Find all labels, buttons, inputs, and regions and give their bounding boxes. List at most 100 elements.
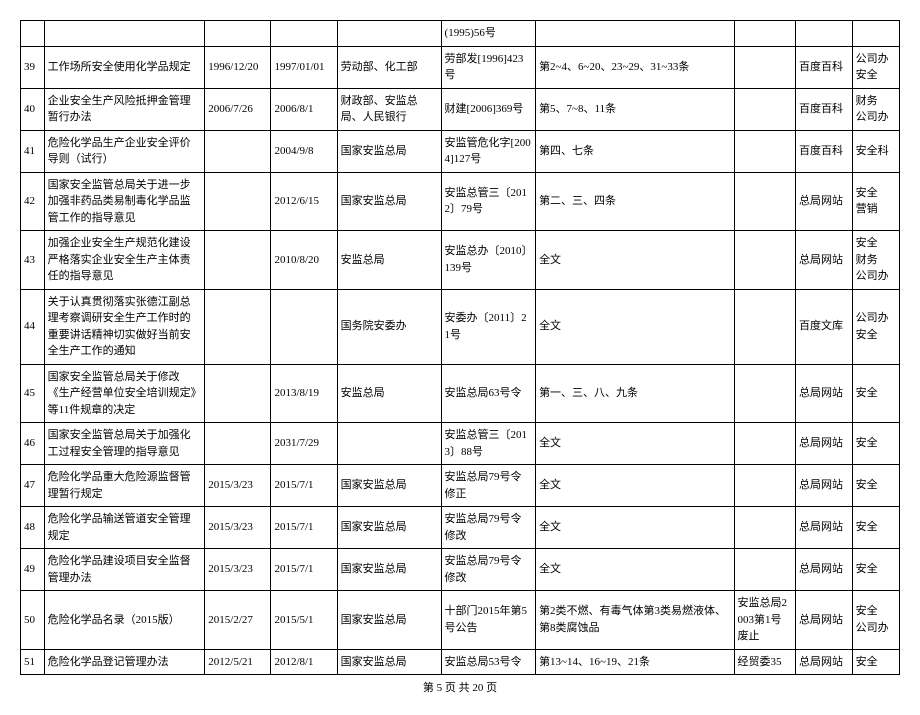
cell-d1: 2015/3/23	[205, 507, 271, 549]
cell-dept: 公司办安全	[852, 46, 899, 88]
cell-art: 第四、七条	[536, 130, 734, 172]
table-row: 49危险化学品建设项目安全监督管理办法2015/3/232015/7/1国家安监…	[21, 549, 900, 591]
cell-note	[734, 423, 795, 465]
cell-dept: 安全	[852, 364, 899, 423]
cell-num: 安监管危化字[2004]127号	[441, 130, 536, 172]
cell-dept: 安全	[852, 423, 899, 465]
cell-org: 国家安监总局	[337, 591, 441, 650]
cell-d2: 2012/8/1	[271, 649, 337, 675]
cell-d1: 2012/5/21	[205, 649, 271, 675]
cell-d1: 2015/3/23	[205, 465, 271, 507]
cell-name: 国家安全监管总局关于加强化工过程安全管理的指导意见	[44, 423, 205, 465]
cell-src: 总局网站	[795, 465, 852, 507]
table-row: (1995)56号	[21, 21, 900, 47]
cell-note	[734, 549, 795, 591]
cell-name: 危险化学品输送管道安全管理规定	[44, 507, 205, 549]
cell-name: 国家安全监管总局关于进一步加强非药品类易制毒化学品监管工作的指导意见	[44, 172, 205, 231]
cell-art: 第二、三、四条	[536, 172, 734, 231]
cell-name: 加强企业安全生产规范化建设严格落实企业安全生产主体责任的指导意见	[44, 231, 205, 290]
cell-note	[734, 130, 795, 172]
cell-name	[44, 21, 205, 47]
cell-num: 安监总管三〔2012〕79号	[441, 172, 536, 231]
table-row: 50危险化学品名录（2015版）2015/2/272015/5/1国家安监总局十…	[21, 591, 900, 650]
cell-dept: 安全科	[852, 130, 899, 172]
cell-num: 安监总局79号令修改	[441, 549, 536, 591]
cell-dept: 安全财务公司办	[852, 231, 899, 290]
cell-num: 财建[2006]369号	[441, 88, 536, 130]
cell-org: 国务院安委办	[337, 289, 441, 364]
cell-src: 总局网站	[795, 364, 852, 423]
cell-dept: 安全	[852, 465, 899, 507]
cell-name: 危险化学品生产企业安全评价导则（试行）	[44, 130, 205, 172]
table-row: 40企业安全生产风险抵押金管理暂行办法2006/7/262006/8/1财政部、…	[21, 88, 900, 130]
cell-org: 安监总局	[337, 231, 441, 290]
cell-src: 总局网站	[795, 649, 852, 675]
cell-num: (1995)56号	[441, 21, 536, 47]
cell-idx: 51	[21, 649, 45, 675]
cell-d1	[205, 364, 271, 423]
table-row: 39工作场所安全使用化学品规定1996/12/201997/01/01劳动部、化…	[21, 46, 900, 88]
cell-d2: 2031/7/29	[271, 423, 337, 465]
cell-d2: 2006/8/1	[271, 88, 337, 130]
cell-num: 十部门2015年第5号公告	[441, 591, 536, 650]
cell-d2: 2015/5/1	[271, 591, 337, 650]
cell-src: 总局网站	[795, 172, 852, 231]
cell-idx: 46	[21, 423, 45, 465]
cell-art: 全文	[536, 507, 734, 549]
cell-name: 危险化学品名录（2015版）	[44, 591, 205, 650]
cell-d1: 2006/7/26	[205, 88, 271, 130]
cell-src: 百度百科	[795, 46, 852, 88]
cell-art: 全文	[536, 465, 734, 507]
cell-d2: 2004/9/8	[271, 130, 337, 172]
cell-src: 百度百科	[795, 88, 852, 130]
cell-art	[536, 21, 734, 47]
cell-dept: 安全	[852, 649, 899, 675]
cell-art: 第2~4、6~20、23~29、31~33条	[536, 46, 734, 88]
cell-d1	[205, 231, 271, 290]
cell-art: 第13~14、16~19、21条	[536, 649, 734, 675]
cell-num: 劳部发[1996]423号	[441, 46, 536, 88]
cell-note	[734, 465, 795, 507]
cell-num: 安监总局79号令修改	[441, 507, 536, 549]
table-row: 43加强企业安全生产规范化建设严格落实企业安全生产主体责任的指导意见2010/8…	[21, 231, 900, 290]
cell-d1	[205, 130, 271, 172]
cell-idx: 41	[21, 130, 45, 172]
cell-note	[734, 21, 795, 47]
cell-art: 全文	[536, 289, 734, 364]
table-row: 45国家安全监管总局关于修改《生产经营单位安全培训规定》等11件规章的决定201…	[21, 364, 900, 423]
cell-dept: 财务公司办	[852, 88, 899, 130]
cell-org: 国家安监总局	[337, 465, 441, 507]
cell-num: 安监总局53号令	[441, 649, 536, 675]
cell-idx: 47	[21, 465, 45, 507]
cell-idx: 42	[21, 172, 45, 231]
cell-art: 全文	[536, 549, 734, 591]
table-row: 48危险化学品输送管道安全管理规定2015/3/232015/7/1国家安监总局…	[21, 507, 900, 549]
cell-dept: 安全	[852, 549, 899, 591]
cell-name: 关于认真贯彻落实张德江副总理考察调研安全生产工作时的重要讲话精神切实做好当前安全…	[44, 289, 205, 364]
cell-org: 国家安监总局	[337, 172, 441, 231]
cell-d1	[205, 289, 271, 364]
cell-dept: 公司办安全	[852, 289, 899, 364]
cell-org: 国家安监总局	[337, 130, 441, 172]
cell-d1: 2015/3/23	[205, 549, 271, 591]
cell-num: 安监总局63号令	[441, 364, 536, 423]
cell-d2: 2013/8/19	[271, 364, 337, 423]
cell-org: 国家安监总局	[337, 507, 441, 549]
cell-name: 危险化学品登记管理办法	[44, 649, 205, 675]
cell-idx	[21, 21, 45, 47]
cell-idx: 50	[21, 591, 45, 650]
cell-src: 总局网站	[795, 423, 852, 465]
cell-idx: 39	[21, 46, 45, 88]
cell-src: 总局网站	[795, 549, 852, 591]
cell-org	[337, 21, 441, 47]
cell-art: 全文	[536, 231, 734, 290]
cell-num: 安监总管三〔2013〕88号	[441, 423, 536, 465]
cell-d2: 2015/7/1	[271, 465, 337, 507]
cell-idx: 45	[21, 364, 45, 423]
cell-note	[734, 289, 795, 364]
cell-note: 安监总局2003第1号废止	[734, 591, 795, 650]
cell-src: 百度文库	[795, 289, 852, 364]
cell-d2: 2015/7/1	[271, 507, 337, 549]
table-row: 42国家安全监管总局关于进一步加强非药品类易制毒化学品监管工作的指导意见2012…	[21, 172, 900, 231]
cell-org: 国家安监总局	[337, 649, 441, 675]
